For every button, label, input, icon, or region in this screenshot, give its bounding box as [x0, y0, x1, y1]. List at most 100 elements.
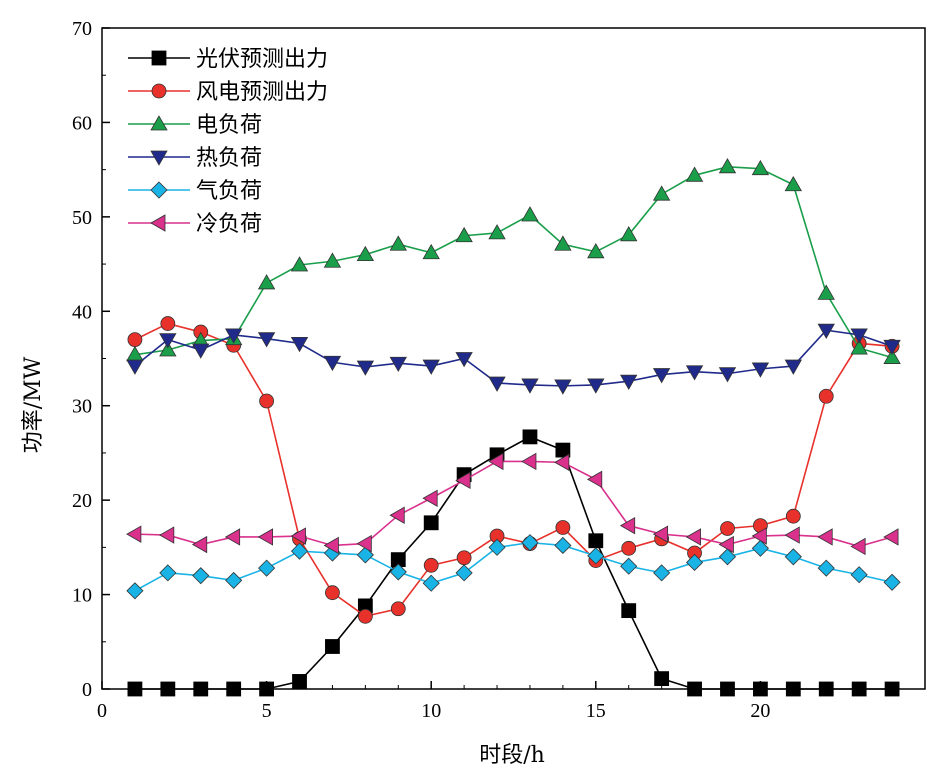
series-line-cooling-load — [134, 460, 893, 548]
data-point-cooling-load — [323, 536, 339, 555]
data-point-gas-load — [521, 534, 539, 552]
data-point-pv-forecast — [423, 515, 439, 531]
data-point-gas-load — [225, 571, 243, 589]
data-point-wind-forecast — [325, 585, 340, 601]
x-tick-label: 15 — [586, 700, 606, 722]
series-line-gas-load — [134, 541, 893, 592]
data-point-heat-load — [554, 379, 572, 395]
data-point-heat-load — [718, 367, 737, 383]
data-point-electric-load — [356, 245, 375, 262]
data-point-cooling-load — [883, 528, 899, 546]
y-tick-label: 70 — [72, 18, 92, 40]
data-point-pv-forecast — [193, 681, 209, 697]
data-point-pv-forecast — [325, 639, 340, 654]
data-point-cooling-load — [652, 525, 669, 543]
data-point-pv-forecast — [687, 681, 702, 697]
data-point-electric-load — [290, 256, 309, 272]
data-point-gas-load — [422, 574, 440, 592]
data-point-cooling-load — [488, 452, 504, 471]
data-point-electric-load — [817, 284, 835, 300]
data-point-cooling-load — [159, 526, 175, 544]
data-point-electric-load — [159, 341, 177, 357]
data-point-pv-forecast — [555, 442, 571, 458]
data-point-electric-load — [587, 242, 605, 259]
data-point-pv-forecast — [226, 681, 242, 697]
y-tick-label: 60 — [72, 112, 92, 134]
data-point-gas-load — [389, 563, 407, 581]
data-point-cooling-load — [554, 453, 570, 472]
legend-label-gas-load: 气负荷 — [196, 179, 262, 204]
legend-label-heat-load: 热负荷 — [196, 146, 262, 171]
y-axis: 0 10 20 30 40 50 60 70 — [72, 18, 110, 701]
data-point-gas-load — [192, 567, 210, 585]
data-point-heat-load — [290, 336, 309, 353]
legend-label-pv-forecast: 光伏预测出力 — [196, 47, 328, 72]
data-point-electric-load — [521, 206, 539, 222]
data-point-heat-load — [817, 323, 835, 339]
data-point-pv-forecast — [720, 681, 735, 697]
data-point-cooling-load — [619, 516, 636, 535]
y-tick-label: 0 — [82, 679, 92, 701]
series-layer — [126, 158, 901, 697]
data-point-gas-load — [455, 564, 473, 582]
y-tick-label: 40 — [72, 301, 92, 323]
data-point-wind-forecast — [785, 508, 801, 524]
data-point-electric-load — [685, 166, 704, 182]
data-point-heat-load — [126, 359, 144, 375]
series-line-pv-forecast — [134, 435, 893, 690]
data-point-gas-load — [718, 548, 737, 566]
series-gas-load — [126, 534, 901, 600]
data-point-heat-load — [620, 374, 638, 390]
y-tick-label: 20 — [72, 490, 92, 512]
data-point-pv-forecast — [884, 681, 900, 697]
data-point-heat-load — [323, 355, 342, 372]
data-point-electric-load — [718, 158, 737, 174]
data-point-pv-forecast — [160, 681, 176, 697]
data-point-heat-load — [422, 359, 440, 375]
data-point-pv-forecast — [259, 681, 275, 697]
x-tick-label: 5 — [262, 700, 272, 722]
data-point-electric-load — [323, 252, 342, 268]
data-point-gas-load — [883, 573, 901, 591]
data-point-cooling-load — [586, 470, 603, 489]
data-point-cooling-load — [817, 528, 833, 546]
data-point-cooling-load — [685, 528, 701, 546]
data-point-cooling-load — [521, 452, 537, 471]
data-point-heat-load — [883, 339, 901, 356]
data-point-wind-forecast — [259, 393, 275, 409]
data-point-cooling-load — [290, 527, 306, 545]
data-point-electric-load — [488, 224, 506, 240]
series-cooling-load — [126, 452, 899, 556]
data-point-wind-forecast — [357, 608, 373, 624]
data-point-heat-load — [159, 333, 177, 349]
data-point-pv-forecast — [753, 681, 768, 697]
series-line-heat-load — [134, 329, 893, 387]
x-axis-title: 时段/h — [479, 743, 545, 768]
x-tick-label: 10 — [421, 700, 441, 722]
data-point-cooling-load — [191, 535, 208, 554]
data-point-pv-forecast — [621, 603, 637, 619]
data-point-gas-load — [817, 559, 835, 577]
data-point-cooling-load — [850, 537, 866, 556]
legend-marker-wind-forecast — [151, 83, 167, 99]
data-point-cooling-load — [455, 471, 471, 490]
data-point-wind-forecast — [555, 520, 571, 535]
data-point-heat-load — [751, 362, 770, 378]
data-point-wind-forecast — [621, 540, 637, 556]
data-point-wind-forecast — [160, 316, 176, 331]
legend-marker-cooling-load — [150, 214, 166, 232]
data-point-heat-load — [652, 368, 671, 384]
series-electric-load — [126, 158, 901, 364]
y-axis-title: 功率/MW — [21, 356, 46, 453]
data-point-heat-load — [257, 332, 276, 348]
data-point-heat-load — [784, 359, 803, 375]
data-point-pv-forecast — [785, 681, 801, 697]
data-point-pv-forecast — [818, 681, 834, 697]
data-point-electric-load — [751, 159, 770, 176]
data-point-electric-load — [257, 274, 276, 290]
y-tick-label: 10 — [72, 585, 92, 607]
data-point-gas-load — [290, 542, 309, 560]
legend-label-electric-load: 电负荷 — [196, 113, 262, 138]
data-point-gas-load — [850, 566, 868, 584]
